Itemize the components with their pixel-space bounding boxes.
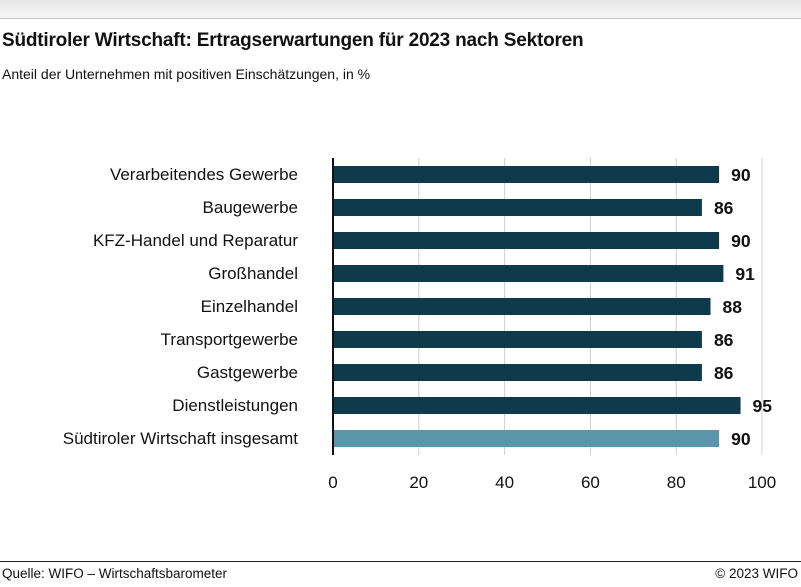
category-label: Einzelhandel: [201, 297, 298, 316]
data-label: 86: [714, 330, 734, 350]
category-label: Großhandel: [208, 264, 298, 283]
chart-subtitle: Anteil der Unternehmen mit positiven Ein…: [2, 66, 371, 82]
x-tick-label: 100: [748, 473, 776, 492]
category-label: Dienstleistungen: [172, 396, 298, 415]
top-band: [0, 0, 801, 19]
category-label: Südtiroler Wirtschaft insgesamt: [63, 429, 299, 448]
chart-title: Südtiroler Wirtschaft: Ertragserwartunge…: [2, 30, 584, 51]
bar: [333, 298, 711, 315]
bar: [333, 232, 720, 249]
category-label: Verarbeitendes Gewerbe: [110, 165, 298, 184]
x-tick-label: 40: [495, 473, 514, 492]
data-label: 88: [723, 297, 743, 317]
bar: [333, 364, 702, 381]
x-tick-label: 0: [328, 473, 337, 492]
data-label: 90: [731, 429, 751, 449]
bar: [333, 166, 720, 183]
bar: [333, 265, 724, 282]
data-label: 91: [735, 264, 755, 284]
data-label: 90: [731, 165, 751, 185]
x-tick-label: 80: [667, 473, 686, 492]
data-label: 86: [714, 363, 734, 383]
data-label: 95: [753, 396, 773, 416]
bar: [333, 430, 720, 447]
bar: [333, 397, 741, 414]
category-label: Transportgewerbe: [161, 330, 298, 349]
x-tick-label: 20: [409, 473, 428, 492]
data-label: 90: [731, 231, 751, 251]
source-note: Quelle: WIFO – Wirtschaftsbarometer: [2, 566, 228, 581]
x-tick-label: 60: [581, 473, 600, 492]
category-label: KFZ-Handel und Reparatur: [93, 231, 298, 250]
copyright-note: © 2023 WIFO: [715, 566, 798, 581]
bar-chart: Verarbeitendes Gewerbe 90 Baugewerbe 86 KFZ-…: [63, 158, 776, 492]
category-label: Baugewerbe: [203, 198, 298, 217]
bar: [333, 331, 702, 348]
bar: [333, 199, 702, 216]
data-label: 86: [714, 198, 734, 218]
category-label: Gastgewerbe: [197, 363, 298, 382]
footer-divider: [0, 561, 801, 562]
